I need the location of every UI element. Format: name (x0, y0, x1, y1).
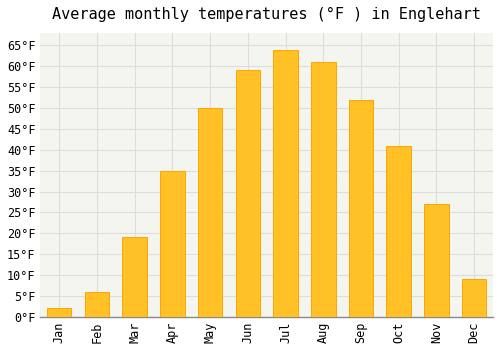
Bar (462, 279, 486, 317)
Bar (47, 308, 72, 317)
Bar (424, 204, 448, 317)
Bar (198, 108, 222, 317)
Bar (386, 146, 411, 317)
Bar (84, 292, 109, 317)
Bar (236, 70, 260, 317)
Bar (122, 237, 147, 317)
Bar (311, 62, 336, 317)
Bar (348, 100, 374, 317)
Bar (160, 171, 184, 317)
Title: Average monthly temperatures (°F ) in Englehart: Average monthly temperatures (°F ) in En… (52, 7, 481, 22)
Bar (274, 50, 298, 317)
